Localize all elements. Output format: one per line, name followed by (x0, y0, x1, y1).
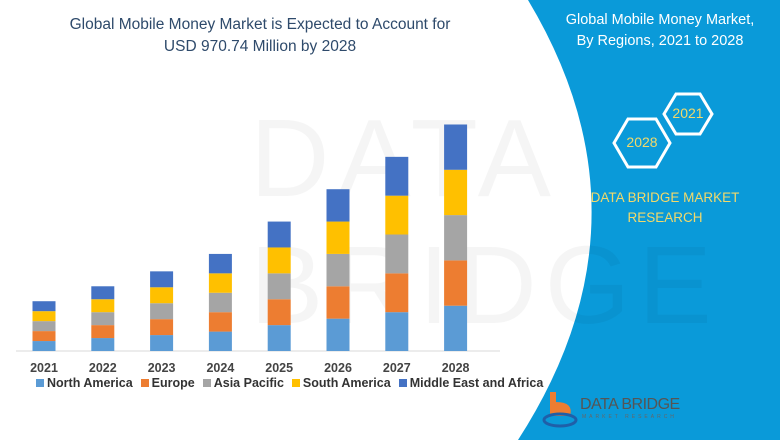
bar-segment-2025-1 (267, 299, 291, 326)
hexagon-2028 (612, 117, 672, 169)
x-tick-label: 2021 (30, 361, 58, 375)
bar-segment-2026-2 (326, 253, 350, 287)
bar-segment-2025-2 (267, 273, 291, 300)
legend-swatch (140, 379, 149, 387)
legend-label: North America (47, 376, 133, 390)
bar-segment-2021-2 (32, 321, 56, 332)
x-tick-label: 2025 (265, 361, 293, 375)
brand-text: DATA BRIDGE MARKET RESEARCH (590, 188, 740, 228)
bar-segment-2024-4 (208, 253, 232, 274)
legend-item: Middle East and Africa (398, 376, 544, 390)
bar-segment-2026-1 (326, 286, 350, 319)
bar-segment-2023-3 (150, 287, 174, 304)
side-panel (518, 0, 780, 440)
x-tick-label: 2023 (148, 361, 176, 375)
legend-item: South America (291, 376, 391, 390)
bar-segment-2022-1 (91, 325, 115, 339)
x-tick-label: 2024 (206, 361, 234, 375)
bar-segment-2023-4 (150, 271, 174, 288)
side-title-line-1: Global Mobile Money Market, (565, 12, 755, 28)
bar-segment-2027-1 (385, 273, 409, 313)
bar-segment-2026-0 (326, 318, 350, 351)
bar-segment-2023-1 (150, 319, 174, 336)
bar-segment-2021-0 (32, 341, 56, 351)
x-tick-label: 2022 (89, 361, 117, 375)
title-line-2: USD 970.74 Million by 2028 (163, 38, 357, 55)
bar-segment-2024-3 (208, 273, 232, 293)
bar-segment-2025-4 (267, 221, 291, 248)
bar-segment-2027-0 (385, 312, 409, 351)
legend-item: Asia Pacific (202, 376, 284, 390)
bar-segment-2028-2 (444, 215, 468, 261)
bar-segment-2021-1 (32, 331, 56, 342)
bar-segment-2028-4 (444, 124, 468, 170)
logo-text: DATA BRIDGE (580, 396, 680, 413)
side-title: Global Mobile Money Market, By Regions, 2… (560, 10, 760, 52)
legend-label: Europe (151, 376, 195, 390)
bar-segment-2025-3 (267, 247, 291, 274)
hex-label-2028: 2028 (626, 134, 658, 150)
bar-segment-2027-3 (385, 195, 409, 235)
bar-segment-2028-3 (444, 169, 468, 216)
x-tick-label: 2027 (383, 361, 411, 375)
brand-line-2: RESEARCH (627, 210, 703, 225)
page-title: Global Mobile Money Market is Expected t… (30, 14, 490, 58)
bar-segment-2025-0 (267, 325, 291, 351)
bar-segment-2022-4 (91, 286, 115, 300)
bar-segment-2022-3 (91, 299, 115, 313)
hexagon-2021 (662, 92, 714, 136)
bar-segment-2027-2 (385, 234, 409, 274)
x-tick-label: 2028 (442, 361, 470, 375)
bar-segment-2021-4 (32, 301, 56, 312)
bar-segment-2028-1 (444, 260, 468, 306)
bar-segment-2027-4 (385, 156, 409, 196)
bar-segment-2023-2 (150, 303, 174, 320)
bar-segment-2021-3 (32, 311, 56, 322)
hex-label-2021: 2021 (672, 105, 704, 121)
legend-swatch (202, 379, 211, 387)
brand-line-1: DATA BRIDGE MARKET (590, 190, 740, 205)
bar-segment-2022-2 (91, 312, 115, 326)
side-title-line-2: By Regions, 2021 to 2028 (576, 33, 744, 49)
bar-segment-2028-0 (444, 305, 468, 351)
bar-segment-2026-3 (326, 221, 350, 254)
legend-swatch (398, 379, 407, 387)
legend-label: Middle East and Africa (409, 376, 544, 390)
legend-swatch (291, 379, 300, 387)
x-tick-label: 2026 (324, 361, 352, 375)
logo-subtext: MARKET RESEARCH (582, 414, 677, 420)
bar-segment-2024-0 (208, 331, 232, 351)
bar-segment-2023-0 (150, 335, 174, 351)
bar-segment-2024-1 (208, 312, 232, 332)
bar-segment-2022-0 (91, 338, 115, 351)
legend-item: North America (36, 376, 133, 390)
legend-swatch (36, 379, 44, 387)
legend: North America Europe Asia Pacific South Ame… (36, 376, 543, 390)
legend-label: Asia Pacific (213, 376, 284, 390)
logo-icon (542, 392, 578, 428)
bar-segment-2024-2 (208, 292, 232, 313)
title-line-1: Global Mobile Money Market is Expected t… (69, 16, 451, 33)
legend-label: South America (302, 376, 391, 390)
legend-item: Europe (140, 376, 195, 390)
bar-segment-2026-4 (326, 189, 350, 222)
